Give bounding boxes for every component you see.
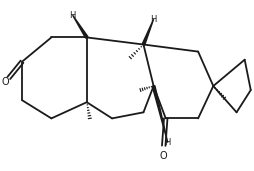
Polygon shape	[72, 15, 88, 38]
Polygon shape	[152, 86, 167, 143]
Text: H: H	[69, 11, 75, 20]
Text: O: O	[1, 77, 9, 87]
Text: H: H	[164, 138, 170, 147]
Text: O: O	[159, 151, 167, 161]
Polygon shape	[142, 19, 153, 45]
Text: H: H	[150, 15, 156, 24]
